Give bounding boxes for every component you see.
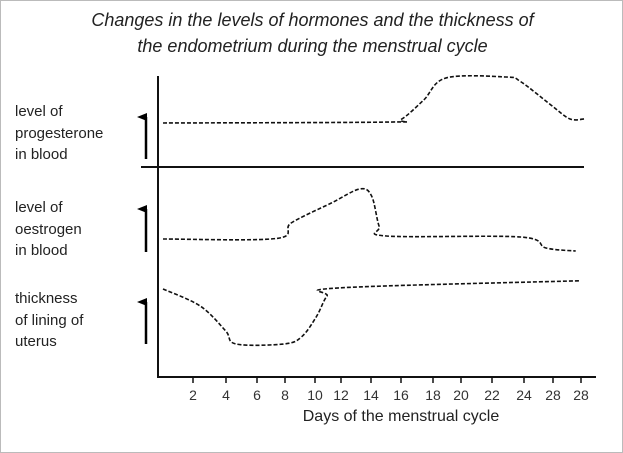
x-tick-label: 22 [484,387,500,403]
x-tick-label: 2 [189,387,197,403]
x-tick-label: 14 [363,387,379,403]
x-tick-label: 20 [453,387,469,403]
x-tick-label: 28 [573,387,589,403]
label-line: progesterone [15,124,104,142]
progesterone-curve [162,74,585,124]
x-tick-label: 12 [333,387,349,403]
label-line: oestrogen [15,220,82,238]
label-line: in blood [15,242,68,259]
progesterone-label: level of progesterone in blood [15,101,103,166]
x-tick-label: 10 [307,387,323,403]
x-tick-label: 8 [281,387,289,403]
uterus-lining-label: thickness of lining of uterus [15,288,83,353]
x-axis-label: Days of the menstrual cycle [302,408,500,425]
oestrogen-curve [162,187,576,252]
chart-title-line-1: Changes in the levels of hormones and th… [91,10,534,30]
label-line: level of [15,199,63,216]
label-line: thickness [15,290,78,307]
label-line: uterus [15,333,57,350]
label-line: of lining of [15,311,84,329]
x-tick-label: 16 [393,387,409,403]
x-tick-label: 4 [222,387,230,403]
x-tick-label: 28 [545,387,561,403]
x-tick-label: 24 [516,387,532,403]
uterus-lining-curve [162,279,581,347]
label-line: in blood [15,146,68,163]
x-tick-label: 18 [425,387,441,403]
label-line: level of [15,103,63,120]
x-tick-label: 6 [253,387,261,403]
oestrogen-label: level of oestrogen in blood [15,197,82,262]
chart-title-line-2: the endometrium during the menstrual cyc… [137,36,488,56]
